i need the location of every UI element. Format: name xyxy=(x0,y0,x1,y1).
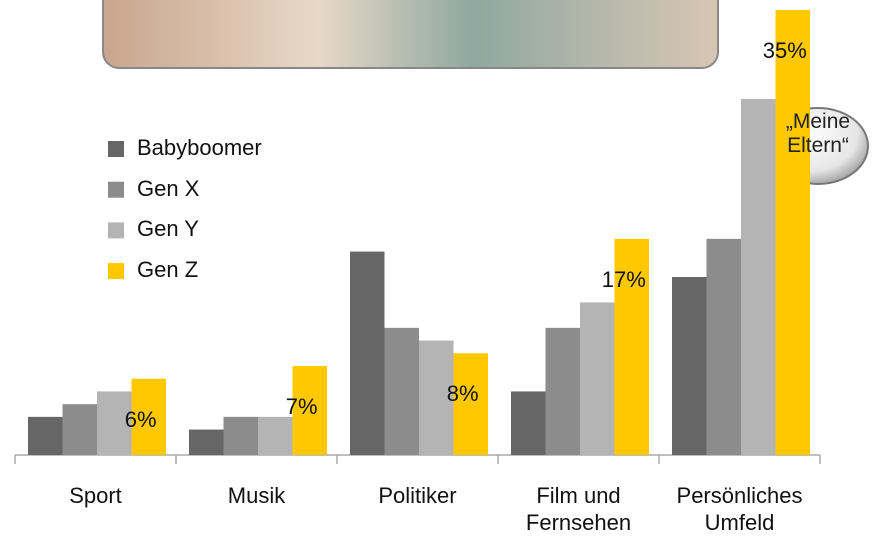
bar xyxy=(350,251,385,455)
bar xyxy=(292,366,327,455)
value-label: 8% xyxy=(446,381,479,407)
bar xyxy=(511,391,546,455)
legend-label: Gen Y xyxy=(137,216,199,242)
bar xyxy=(614,238,649,455)
value-label: 17% xyxy=(601,266,646,292)
x-tick-label: Persönliches Umfeld xyxy=(676,483,803,535)
bar xyxy=(419,340,454,455)
legend-swatch xyxy=(108,263,124,280)
bar xyxy=(672,277,707,455)
x-tick-label: Film und Fernsehen xyxy=(525,483,632,535)
x-tick-label: Politiker xyxy=(378,483,457,508)
legend-label: Gen Z xyxy=(137,257,199,283)
bar xyxy=(706,238,741,455)
bar xyxy=(384,327,419,455)
legend-swatch xyxy=(108,222,124,239)
bar xyxy=(131,378,166,455)
legend-swatch xyxy=(108,181,124,198)
x-tick-label: Musik xyxy=(227,483,286,508)
bar xyxy=(545,327,580,455)
bar xyxy=(775,10,810,455)
legend-swatch xyxy=(108,141,124,157)
bar xyxy=(62,404,97,455)
bar xyxy=(97,391,132,455)
bar xyxy=(741,99,776,455)
annotation: „Meine Eltern“ xyxy=(785,110,851,157)
value-label: 7% xyxy=(285,394,318,419)
bar xyxy=(28,416,63,455)
legend-label: Babyboomer xyxy=(137,135,262,160)
x-tick-label: Sport xyxy=(69,483,122,508)
bar xyxy=(258,416,293,455)
bar xyxy=(189,429,224,455)
bar xyxy=(223,416,258,455)
legend-label: Gen X xyxy=(137,175,200,201)
photo xyxy=(102,0,719,69)
bar xyxy=(580,302,615,455)
value-label: 6% xyxy=(124,406,157,432)
bar xyxy=(453,353,488,455)
value-label: 35% xyxy=(762,38,807,63)
